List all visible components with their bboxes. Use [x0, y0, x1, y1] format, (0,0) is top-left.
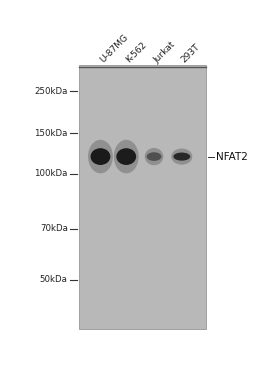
Ellipse shape — [114, 140, 139, 173]
Text: 150kDa: 150kDa — [34, 129, 68, 138]
Text: 293T: 293T — [180, 42, 202, 65]
Ellipse shape — [116, 148, 136, 165]
Ellipse shape — [173, 153, 190, 161]
Text: U-87MG: U-87MG — [99, 33, 130, 65]
Text: 100kDa: 100kDa — [34, 170, 68, 179]
Ellipse shape — [171, 149, 192, 165]
Ellipse shape — [88, 140, 113, 173]
Text: NFAT2: NFAT2 — [216, 152, 247, 162]
Ellipse shape — [147, 152, 162, 161]
Bar — [79, 65, 206, 329]
Text: Jurkat: Jurkat — [152, 39, 177, 65]
Ellipse shape — [91, 148, 110, 165]
Text: 50kDa: 50kDa — [40, 275, 68, 284]
Text: 250kDa: 250kDa — [34, 87, 68, 96]
Text: 70kDa: 70kDa — [40, 224, 68, 233]
Text: K-562: K-562 — [124, 40, 148, 65]
Ellipse shape — [145, 148, 163, 165]
